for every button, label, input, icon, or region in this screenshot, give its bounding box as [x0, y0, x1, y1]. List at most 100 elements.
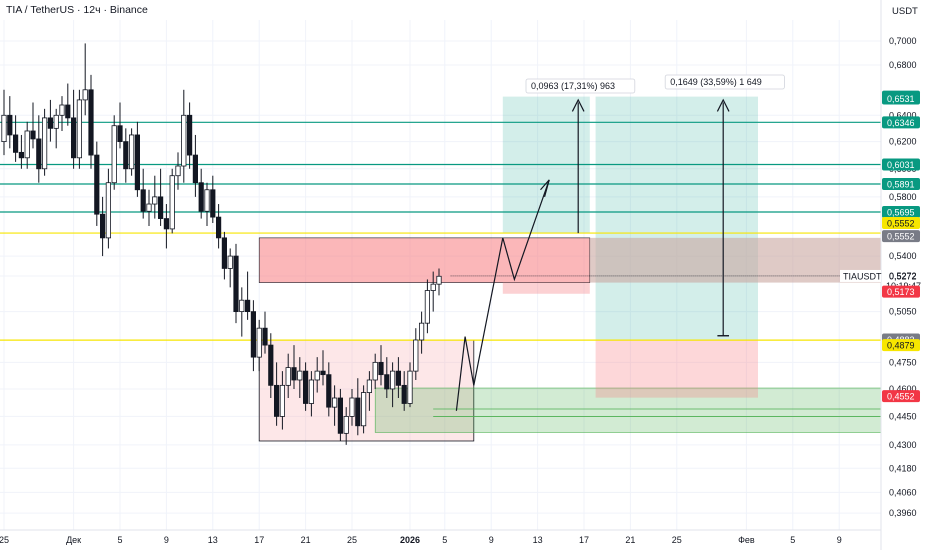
candle-body: [314, 370, 320, 381]
x-tick-label: 13: [208, 535, 218, 545]
supply-zone: [258, 237, 591, 283]
range-box: [258, 339, 475, 442]
candle-body: [105, 182, 111, 239]
price-badge-label: 0,4879: [887, 341, 915, 351]
price-badge: [882, 285, 920, 298]
target-zone-2: [595, 96, 758, 340]
candle-body: [389, 370, 396, 390]
y-tick-label: 0,6800: [889, 60, 917, 70]
target-arrowhead-2: [716, 98, 730, 112]
candle-body: [221, 237, 227, 269]
candle-body: [128, 134, 135, 170]
supply-zone-ext: [502, 282, 590, 294]
candle-body: [59, 104, 65, 116]
y-tick-label: 0,7000: [889, 36, 917, 46]
candle-body: [94, 154, 100, 215]
price-badge: [882, 116, 920, 129]
candle-body: [204, 189, 210, 212]
price-badge: [882, 216, 920, 229]
projection-arrowhead: [540, 179, 550, 198]
price-badge-label: 0,5891: [887, 179, 915, 189]
candle-body: [111, 125, 117, 184]
candle-body: [152, 196, 158, 205]
price-badge-label: 0,6031: [887, 160, 915, 170]
demand-zone: [374, 387, 882, 433]
y-tick-label: 0,5272: [889, 271, 917, 281]
candle-body: [349, 397, 355, 417]
candle-body: [186, 114, 193, 156]
candle-body: [320, 370, 326, 376]
candle-body: [291, 367, 297, 381]
candlesticks: [1, 43, 442, 445]
chart-zones: [258, 96, 882, 442]
candle-body: [430, 283, 436, 291]
candle-body: [413, 339, 419, 372]
price-badge-label: 0,4552: [887, 392, 915, 402]
candle-body: [198, 182, 204, 212]
x-tick-label: 13: [533, 535, 543, 545]
projection-path: [455, 179, 550, 411]
last-price-badge: 0,5173: [887, 287, 915, 297]
symbol-tag-box: [840, 269, 881, 282]
candle-body: [227, 255, 233, 269]
candle-body: [7, 114, 13, 136]
candle-body: [100, 213, 106, 239]
x-tick-label: 21: [625, 535, 635, 545]
time-axis[interactable]: 25 Дек 5 9 13 17 21 25 2026 5 9 13 17 21 25 Фев 5 9: [0, 529, 881, 545]
candle-body: [337, 397, 344, 434]
candle-body: [157, 196, 164, 219]
candle-body: [239, 299, 245, 313]
target-label-1-box: [525, 78, 636, 94]
y-tick-label: 0,5800: [889, 192, 917, 202]
candle-body: [140, 189, 146, 212]
y-tick-label: 0,4750: [889, 357, 917, 367]
price-badge: [882, 158, 920, 171]
x-tick-label: 5: [790, 535, 795, 545]
y-tick-label: 0,4180: [889, 463, 917, 473]
candle-body: [285, 367, 291, 386]
x-tick-label: 17: [254, 535, 264, 545]
candle-body: [268, 344, 274, 386]
candle-body: [331, 397, 338, 408]
target-label-2-box: [664, 74, 785, 90]
candle-body: [192, 154, 198, 184]
y-tick-label: 0,4060: [889, 487, 917, 497]
candle-body: [407, 370, 413, 404]
price-badge: [882, 390, 920, 403]
price-badge-label: 0,6531: [887, 94, 915, 104]
candle-body: [233, 255, 239, 313]
target-label-1: 0,0963 (17,31%) 963: [531, 81, 615, 91]
candle-body: [378, 361, 384, 376]
x-tick-label: 9: [837, 535, 842, 545]
target-label-2: 0,1649 (33,59%) 1 649: [670, 77, 762, 87]
chart-drawings: 0,0963 (17,31%) 963 0,1649 (33,59%) 1 649: [455, 74, 785, 411]
candle-body: [215, 216, 222, 239]
price-badge-label: 0,5552: [887, 232, 915, 242]
x-tick-label: 17: [579, 535, 589, 545]
candle-body: [169, 175, 175, 230]
candle-body: [436, 275, 442, 285]
candle-body: [65, 104, 71, 119]
candle-body: [88, 89, 94, 156]
candle-body: [123, 141, 129, 170]
target-arrowhead-1: [571, 98, 585, 112]
candle-body: [424, 290, 431, 324]
candle-body: [343, 416, 349, 434]
stop-zone-2: [595, 339, 758, 398]
x-tick-label: 21: [301, 535, 311, 545]
candle-body: [163, 218, 169, 230]
candle-body: [384, 374, 390, 390]
price-badge-label: 0,5552: [887, 218, 915, 228]
price-badges: 0,65460,65310,63460,60310,58910,56950,55…: [840, 90, 921, 403]
price-badge: [882, 230, 920, 243]
x-tick-label: 25: [347, 535, 357, 545]
candle-body: [12, 134, 19, 153]
candle-body: [117, 125, 123, 143]
candle-body: [250, 311, 256, 358]
candle-body: [53, 114, 59, 129]
x-tick-label: Дек: [66, 535, 81, 545]
y-tick-label: 0,5050: [889, 307, 917, 317]
price-badge-label: 0,6346: [887, 118, 915, 128]
x-tick-label: 9: [489, 535, 494, 545]
